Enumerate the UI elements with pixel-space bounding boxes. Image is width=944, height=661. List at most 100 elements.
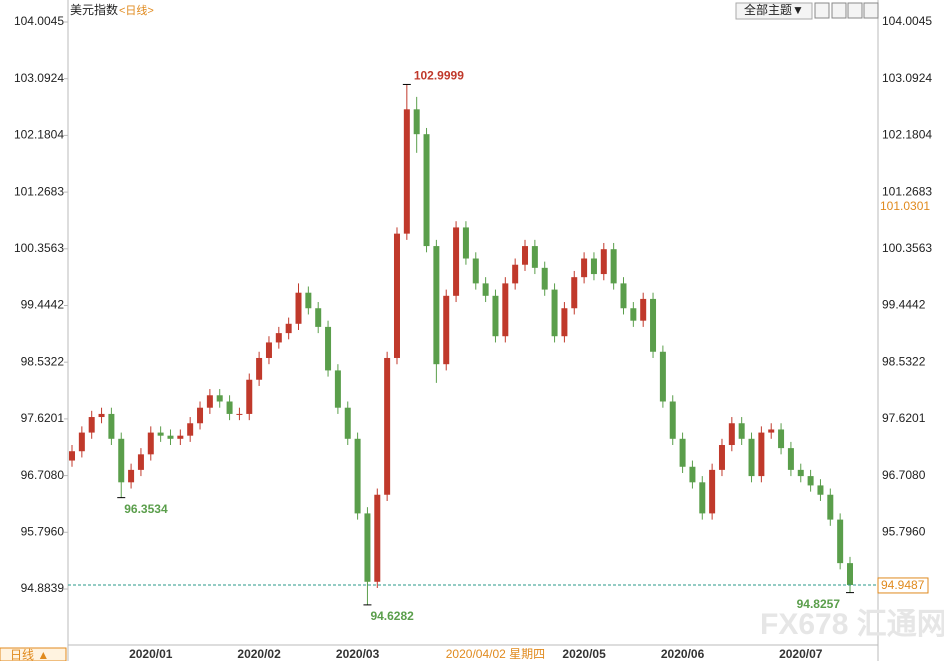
candle-body — [610, 249, 617, 284]
low-label: 94.8257 — [797, 597, 841, 611]
candle-body — [344, 407, 351, 439]
y-tick-label: 104.0045 — [14, 14, 64, 28]
candle-body — [69, 451, 75, 461]
candle-body — [797, 469, 804, 477]
candle-body — [246, 379, 253, 414]
candle-body — [630, 308, 637, 321]
candle-body — [512, 264, 519, 284]
candle-body — [679, 438, 686, 467]
toolbar-icons[interactable] — [814, 2, 879, 19]
candle-body — [147, 432, 154, 455]
candle-body — [433, 246, 440, 365]
candle-body — [768, 429, 775, 433]
candle-body — [847, 563, 853, 585]
candle-body — [620, 283, 627, 309]
candle-body — [256, 357, 263, 380]
candle-body — [669, 401, 676, 439]
candle-body — [659, 351, 666, 402]
candle-body — [98, 413, 105, 418]
low-label: 94.6282 — [370, 609, 414, 623]
candle-body — [443, 295, 450, 365]
candle-body — [334, 370, 341, 408]
candle-body — [177, 435, 184, 439]
candle-body — [738, 423, 745, 439]
y-tick-label: 98.5322 — [21, 354, 65, 368]
candle-body — [374, 494, 381, 582]
candle-body — [453, 227, 460, 296]
candle-body — [482, 283, 489, 296]
theme-button[interactable] — [735, 2, 813, 20]
candle-body — [827, 494, 834, 520]
y2-tick-label: 103.0924 — [882, 71, 932, 85]
candle-body — [315, 308, 322, 327]
candle-body — [728, 423, 735, 446]
candle-body — [167, 435, 174, 439]
candle-body — [650, 298, 657, 352]
candle-body — [718, 445, 725, 470]
candle-body — [541, 267, 548, 290]
candle-body — [551, 289, 558, 337]
y-tick-label: 96.7080 — [21, 468, 65, 482]
candle-body — [393, 233, 400, 358]
candle-body — [128, 469, 135, 483]
signal-dots — [78, 26, 858, 36]
candle-body — [137, 454, 144, 470]
candle-body — [531, 246, 538, 268]
y-tick-label: 99.4442 — [21, 298, 65, 312]
x-tick-label: 2020/02 — [237, 647, 281, 661]
y-tick-label: 95.7960 — [21, 524, 65, 538]
period-switch-label[interactable]: 日线 ▲ — [10, 648, 49, 661]
chart-title: 美元指数 — [70, 2, 118, 17]
candle-body — [206, 395, 213, 408]
candle-body — [354, 438, 361, 514]
y2-tick-label: 95.7960 — [882, 524, 926, 538]
y-tick-label: 103.0924 — [14, 71, 64, 85]
candle-body — [590, 258, 597, 275]
candle-body — [78, 432, 85, 452]
candle-body — [502, 283, 509, 337]
candle-body — [787, 448, 794, 470]
candle-body — [305, 292, 312, 309]
candle-body — [413, 109, 420, 135]
period-switch[interactable] — [0, 647, 67, 661]
candle-body — [472, 258, 479, 284]
candle-body — [640, 298, 647, 321]
candle-body — [709, 469, 716, 514]
candle-body — [462, 227, 469, 259]
reference-price: 101.0301 — [880, 199, 930, 213]
candle-body — [88, 417, 95, 433]
candle-body — [285, 323, 292, 334]
candle-body — [295, 292, 302, 324]
candle-body — [748, 438, 755, 477]
y-tick-label: 102.1804 — [14, 128, 64, 142]
x-tick-label: 2020/07 — [779, 647, 823, 661]
x-tick-label: 2020/06 — [661, 647, 705, 661]
y2-tick-label: 104.0045 — [882, 14, 932, 28]
candle-body — [236, 413, 243, 415]
high-label: 102.9999 — [414, 69, 464, 83]
candle-body — [423, 134, 430, 247]
crosshair-label: 2020/04/02 星期四 — [446, 647, 545, 661]
theme-button-label[interactable]: 全部主题▼ — [744, 2, 804, 17]
candle-body — [226, 401, 233, 414]
candle-body — [817, 485, 824, 495]
candle-body — [197, 407, 204, 424]
candle-body — [265, 342, 272, 358]
candle-body — [778, 429, 785, 449]
candle-body — [108, 413, 115, 439]
candle-body — [325, 326, 332, 371]
y2-tick-label: 101.2683 — [882, 184, 932, 198]
candle-body — [275, 333, 282, 343]
low-label: 96.3534 — [124, 502, 168, 516]
period: <日线> — [119, 3, 154, 17]
y-tick-label: 97.6201 — [21, 411, 65, 425]
candle-body — [689, 466, 696, 483]
candle-body — [758, 432, 765, 477]
candle-body — [187, 423, 194, 436]
candle-body — [837, 519, 844, 564]
y-tick-label: 94.8839 — [21, 581, 65, 595]
candle-body — [807, 476, 814, 486]
candle-body — [561, 308, 568, 337]
candle-body — [118, 438, 125, 483]
